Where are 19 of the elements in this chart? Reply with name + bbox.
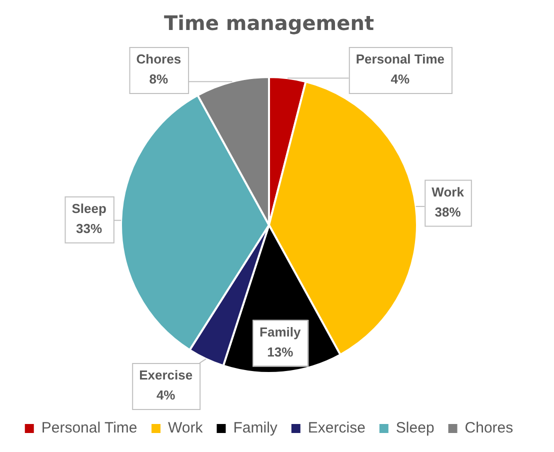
slice-label: Chores [136,52,182,67]
slice-label: Family [260,324,302,340]
slice-label: Work [432,184,465,200]
data-label: 33% [76,220,103,236]
data-label: 13% [267,344,294,360]
slice-label: Personal Time [356,52,445,67]
legend-label: Work [168,420,204,437]
data-label: 8% [149,72,168,87]
legend-label: Exercise [308,420,366,437]
slice-label: Sleep [72,200,106,216]
slice-label: Exercise [139,368,193,383]
chart-title: Time management [164,11,374,36]
legend-label: Family [233,420,278,437]
data-label: 4% [390,72,410,87]
legend-label: Sleep [396,420,434,437]
legend-label: Personal Time [41,420,138,437]
data-label: 38% [434,204,462,220]
data-label: 4% [156,388,176,403]
legend-label: Chores [464,420,514,437]
